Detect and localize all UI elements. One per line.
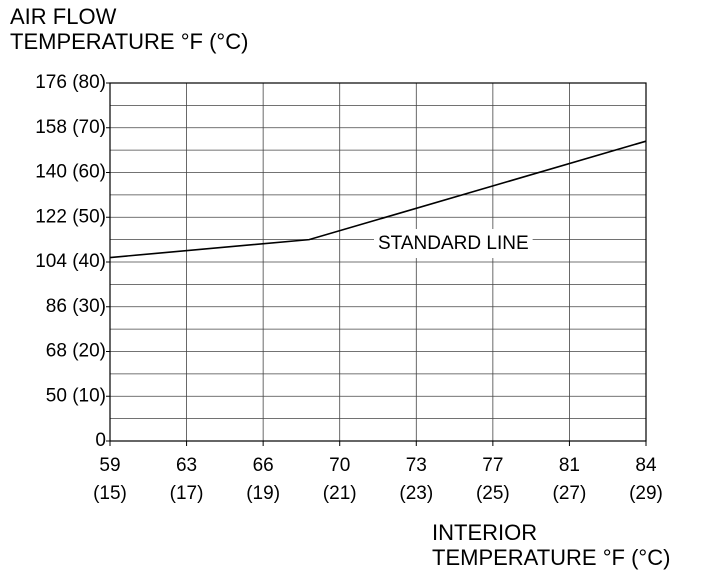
x-tick-label: 81 (27) [552, 455, 587, 504]
x-tick-label: 63 (17) [169, 455, 204, 504]
x-axis-title-line: TEMPERATURE °F (°C) [432, 545, 671, 570]
y-tick-label: 68 (20) [46, 341, 106, 362]
x-tick-label: 70 (21) [322, 455, 357, 504]
y-tick-label: 50 (10) [46, 385, 106, 406]
series-label: STANDARD LINE [374, 229, 533, 259]
y-tick-label: 104 (40) [35, 251, 106, 272]
y-axis-title-line: TEMPERATURE °F (°C) [10, 29, 249, 54]
x-axis-title: INTERIOR TEMPERATURE °F (°C) [432, 520, 670, 570]
y-tick-label: 0 [95, 430, 106, 451]
series-label-bg [374, 229, 533, 259]
y-tick-label: 122 (50) [35, 206, 106, 227]
plot-frame [109, 82, 647, 442]
y-tick-label: 140 (60) [35, 162, 106, 183]
series-label-text: STANDARD LINE [378, 233, 529, 254]
x-tick-label: 77 (25) [475, 455, 510, 504]
x-tick-label: 66 (19) [246, 455, 281, 504]
y-tick-label: 158 (70) [35, 117, 106, 138]
y-axis-title-line: AIR FLOW [10, 4, 117, 29]
x-tick-label: 73 (23) [399, 455, 434, 504]
x-tick-label: 59 (15) [93, 455, 127, 504]
y-axis-title: AIR FLOW TEMPERATURE °F (°C) [10, 4, 248, 54]
x-tick-label: 84 (29) [629, 455, 663, 504]
x-axis-title-line: INTERIOR [432, 520, 538, 545]
y-tick-label: 176 (80) [35, 72, 106, 93]
y-tick-label: 86 (30) [46, 296, 106, 317]
data-line [109, 140, 647, 259]
